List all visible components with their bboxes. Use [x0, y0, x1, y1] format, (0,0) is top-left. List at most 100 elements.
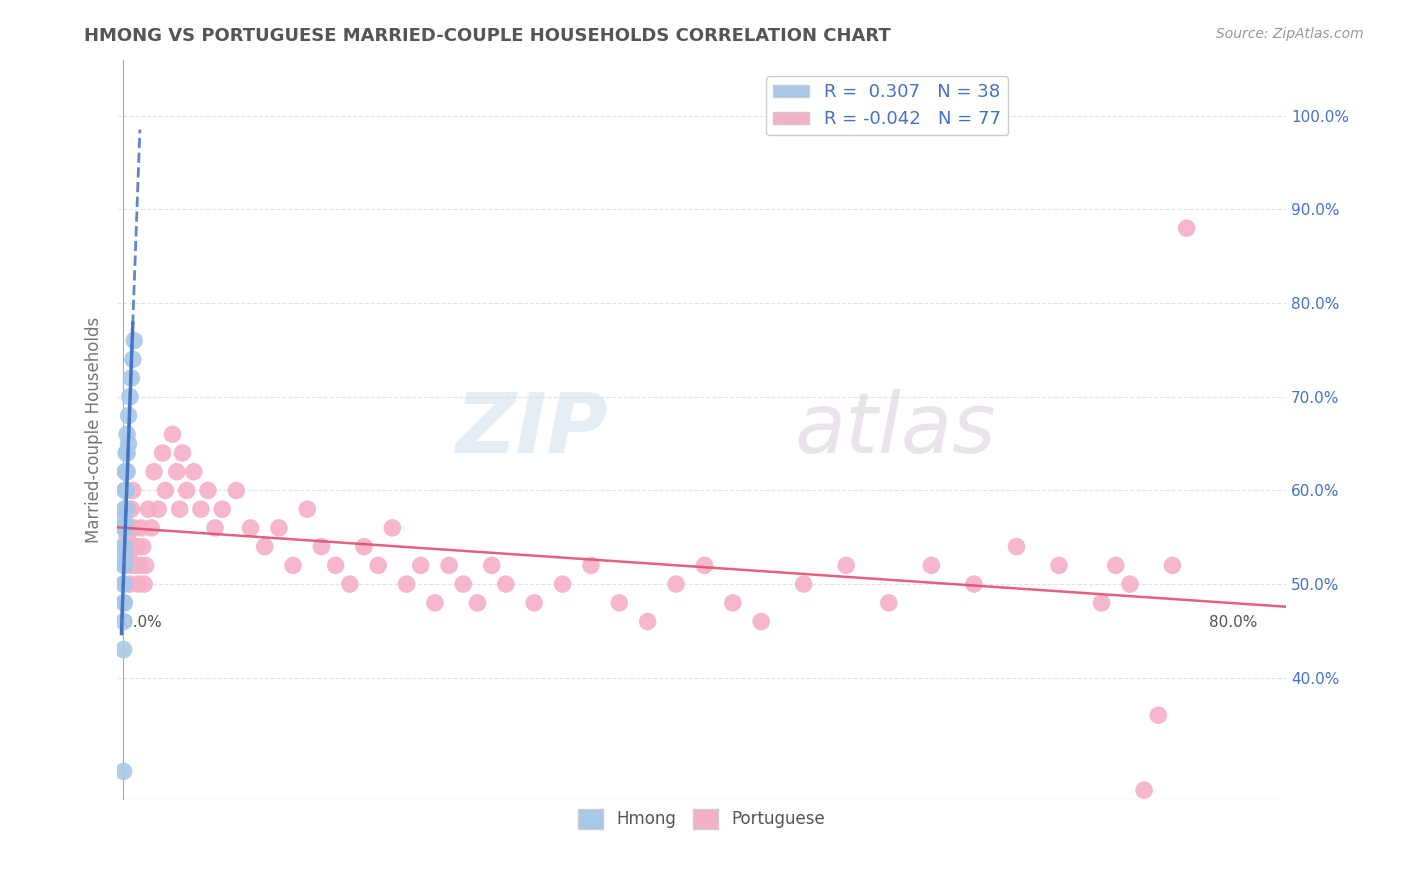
Text: Source: ZipAtlas.com: Source: ZipAtlas.com — [1216, 27, 1364, 41]
Point — [112, 549, 135, 563]
Point — [297, 502, 319, 516]
Point — [367, 558, 389, 573]
Point — [127, 577, 149, 591]
Point — [115, 465, 138, 479]
Point — [197, 483, 219, 498]
Point — [211, 502, 233, 516]
Point — [1147, 708, 1170, 723]
Point — [114, 521, 136, 535]
Point — [121, 540, 143, 554]
Point — [141, 521, 163, 535]
Point — [115, 483, 138, 498]
Point — [437, 558, 460, 573]
Point — [129, 521, 152, 535]
Y-axis label: Married-couple Households: Married-couple Households — [86, 317, 103, 542]
Point — [114, 521, 136, 535]
Point — [112, 596, 135, 610]
Point — [1105, 558, 1128, 573]
Point — [423, 596, 446, 610]
Point — [128, 558, 150, 573]
Point — [125, 540, 148, 554]
Point — [183, 465, 205, 479]
Text: 80.0%: 80.0% — [1209, 615, 1257, 630]
Point — [115, 446, 138, 460]
Point — [120, 502, 142, 516]
Point — [114, 502, 136, 516]
Point — [115, 446, 138, 460]
Point — [114, 502, 136, 516]
Point — [112, 521, 135, 535]
Point — [162, 427, 184, 442]
Point — [118, 577, 141, 591]
Point — [120, 371, 142, 385]
Point — [114, 502, 136, 516]
Point — [793, 577, 815, 591]
Point — [117, 549, 139, 563]
Point — [325, 558, 347, 573]
Point — [253, 540, 276, 554]
Point — [114, 558, 136, 573]
Point — [877, 596, 900, 610]
Point — [467, 596, 489, 610]
Legend: Hmong, Portuguese: Hmong, Portuguese — [571, 802, 832, 836]
Point — [607, 596, 630, 610]
Point — [225, 483, 247, 498]
Point — [190, 502, 212, 516]
Point — [176, 483, 198, 498]
Point — [172, 446, 194, 460]
Point — [481, 558, 503, 573]
Point — [114, 540, 136, 554]
Point — [1005, 540, 1028, 554]
Point — [353, 540, 375, 554]
Point — [114, 483, 136, 498]
Point — [1161, 558, 1184, 573]
Point — [114, 521, 136, 535]
Text: ZIP: ZIP — [456, 389, 607, 470]
Point — [835, 558, 858, 573]
Point — [115, 427, 138, 442]
Point — [920, 558, 942, 573]
Point — [693, 558, 716, 573]
Point — [1119, 577, 1142, 591]
Point — [117, 436, 139, 450]
Point — [112, 642, 135, 657]
Point — [381, 521, 404, 535]
Point — [120, 558, 142, 573]
Point — [1090, 596, 1112, 610]
Point — [963, 577, 986, 591]
Point — [148, 502, 170, 516]
Point — [495, 577, 517, 591]
Point — [138, 502, 160, 516]
Point — [579, 558, 602, 573]
Point — [112, 615, 135, 629]
Point — [339, 577, 361, 591]
Point — [169, 502, 191, 516]
Text: 0.0%: 0.0% — [122, 615, 162, 630]
Point — [114, 465, 136, 479]
Point — [112, 558, 135, 573]
Point — [118, 521, 141, 535]
Point — [112, 596, 135, 610]
Point — [132, 540, 155, 554]
Point — [523, 596, 546, 610]
Point — [122, 334, 145, 348]
Point — [721, 596, 744, 610]
Point — [112, 764, 135, 779]
Point — [665, 577, 688, 591]
Point — [637, 615, 659, 629]
Point — [409, 558, 432, 573]
Point — [112, 511, 135, 525]
Text: HMONG VS PORTUGUESE MARRIED-COUPLE HOUSEHOLDS CORRELATION CHART: HMONG VS PORTUGUESE MARRIED-COUPLE HOUSE… — [84, 27, 891, 45]
Point — [281, 558, 304, 573]
Point — [1133, 783, 1156, 797]
Point — [311, 540, 333, 554]
Point — [114, 521, 136, 535]
Point — [114, 465, 136, 479]
Point — [112, 540, 135, 554]
Point — [117, 409, 139, 423]
Point — [453, 577, 475, 591]
Point — [124, 558, 146, 573]
Point — [155, 483, 177, 498]
Point — [121, 483, 143, 498]
Point — [551, 577, 574, 591]
